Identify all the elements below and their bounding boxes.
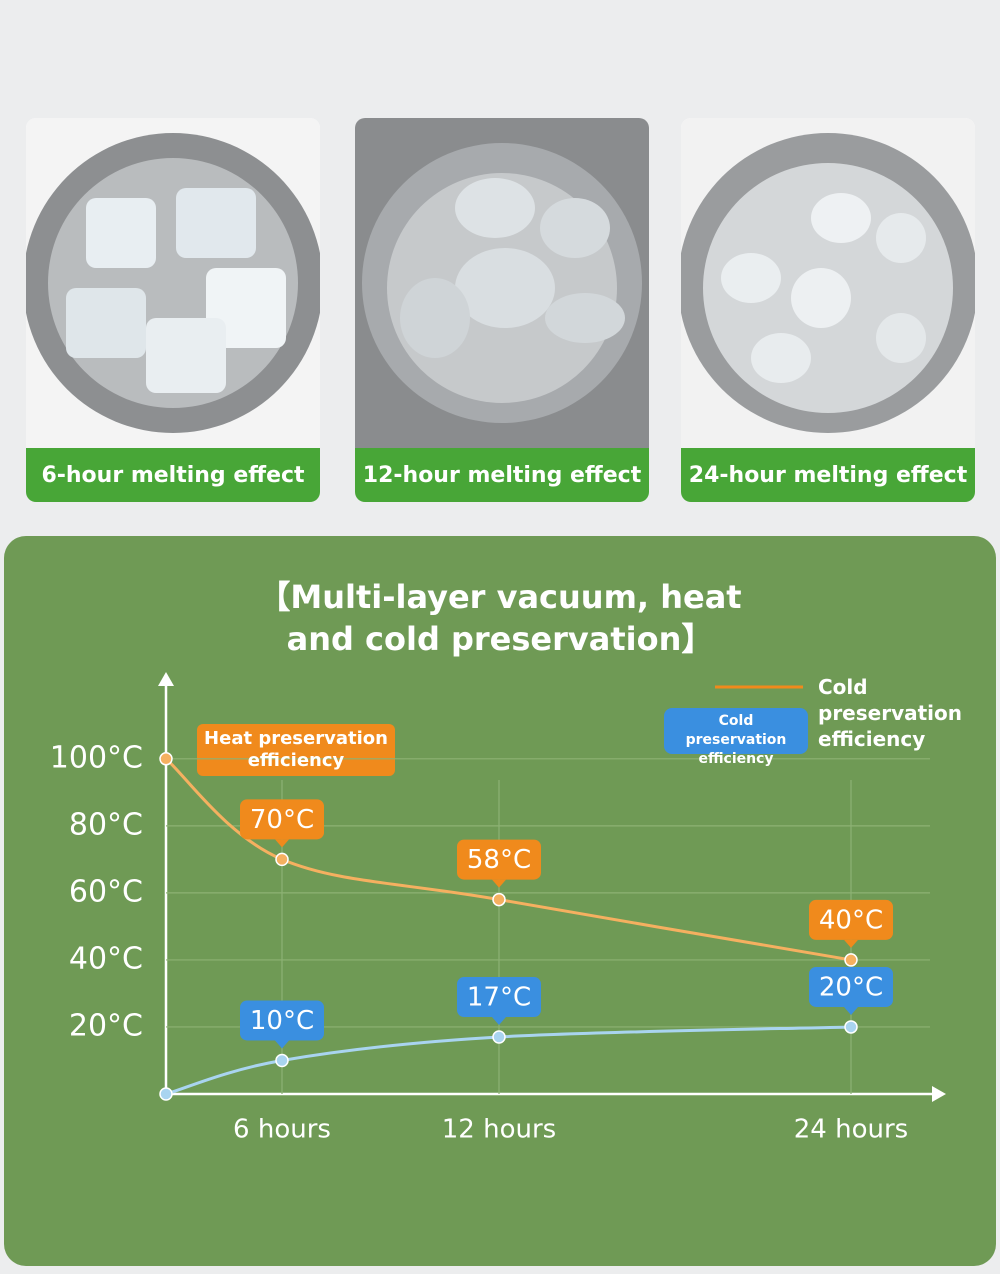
caption: 12-hour melting effect	[355, 448, 649, 502]
photo	[26, 118, 320, 448]
data-point	[492, 1030, 506, 1044]
photo-panel: 6-hour melting effect	[26, 118, 320, 502]
photo	[355, 118, 649, 448]
data-label-bg	[240, 1000, 324, 1041]
data-label-bg	[809, 966, 893, 1007]
series-line	[165, 1025, 852, 1096]
data-point	[275, 1053, 289, 1068]
data-label-bg	[809, 899, 893, 940]
x-tick-label: 24 hours	[794, 1115, 908, 1145]
data-point	[159, 752, 173, 766]
x-tick-label: 12 hours	[442, 1115, 556, 1145]
data-label-pointer	[275, 839, 289, 848]
data-label: 40°C	[819, 905, 883, 935]
legend-note: Cold preservation efficiency	[818, 675, 963, 751]
data-point	[844, 1020, 858, 1034]
x-axis-arrow	[932, 1086, 946, 1102]
data-point	[159, 1087, 173, 1101]
y-tick-label: 40°C	[69, 941, 143, 976]
data-label-pointer	[844, 939, 858, 948]
photo-panel: 24-hour melting effect	[681, 118, 975, 502]
data-label-bg	[240, 799, 324, 840]
data-label-pointer	[844, 1006, 858, 1015]
y-axis-arrow	[158, 672, 174, 686]
caption: 6-hour melting effect	[26, 448, 320, 502]
y-tick-label: 80°C	[69, 807, 143, 842]
legend-label: Cold preservation efficiency	[685, 713, 787, 767]
data-label-pointer	[492, 1017, 506, 1026]
data-label: 58°C	[467, 845, 531, 875]
data-label-pointer	[492, 879, 506, 888]
data-label: 17°C	[467, 983, 531, 1013]
data-label: 10°C	[250, 1006, 314, 1036]
data-label-bg	[457, 977, 541, 1018]
y-tick-label: 60°C	[69, 874, 143, 909]
data-point	[275, 852, 289, 867]
data-label-bg	[457, 839, 541, 880]
data-point	[492, 892, 506, 907]
series-name: Heat preservation efficiency	[204, 728, 388, 771]
data-label-pointer	[275, 1040, 289, 1049]
photo	[681, 118, 975, 448]
chart-title: 【Multi-layer vacuum, heat and cold prese…	[258, 578, 742, 658]
x-tick-label: 6 hours	[233, 1115, 331, 1145]
data-label: 70°C	[250, 805, 314, 835]
photo-panel: 12-hour melting effect	[355, 118, 649, 502]
y-tick-label: 100°C	[50, 740, 143, 775]
series-line	[165, 757, 852, 962]
data-label: 20°C	[819, 972, 883, 1002]
data-point	[844, 953, 858, 967]
y-tick-label: 20°C	[69, 1008, 143, 1043]
caption: 24-hour melting effect	[681, 448, 975, 502]
